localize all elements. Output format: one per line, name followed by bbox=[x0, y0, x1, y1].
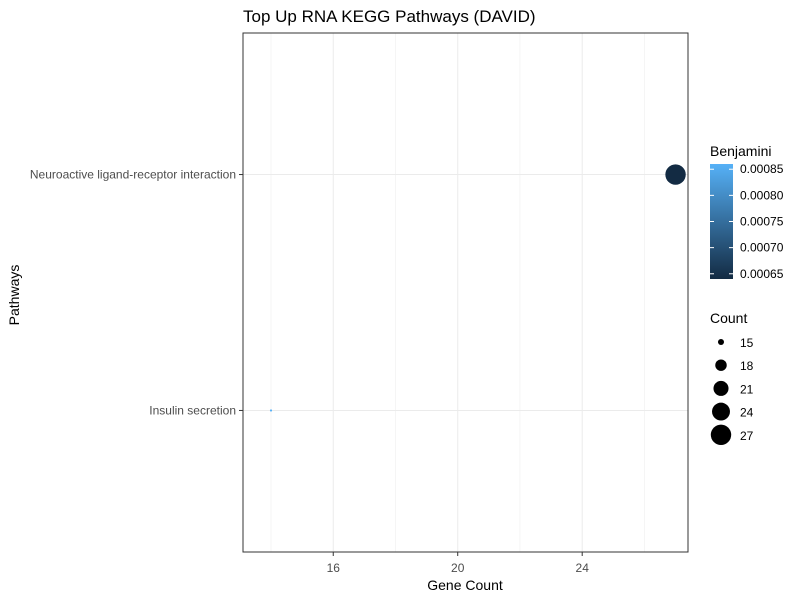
size-legend-key bbox=[715, 359, 727, 371]
grid-lines bbox=[243, 33, 688, 552]
size-legend-label: 24 bbox=[740, 406, 754, 420]
size-legend-title: Count bbox=[710, 310, 747, 326]
color-legend-tick-label: 0.00065 bbox=[740, 267, 784, 281]
size-legend-key bbox=[717, 338, 725, 346]
y-axis-ticks: Insulin secretion Neuroactive ligand-rece… bbox=[30, 168, 243, 417]
x-axis-title: Gene Count bbox=[427, 577, 503, 593]
size-legend-entries: 15 18 21 24 27 bbox=[710, 336, 754, 445]
data-point bbox=[269, 409, 273, 412]
color-legend-tick-label: 0.00070 bbox=[740, 241, 784, 255]
y-axis-title: Pathways bbox=[6, 265, 22, 326]
data-point bbox=[665, 164, 686, 185]
color-legend-title: Benjamini bbox=[710, 143, 771, 159]
x-axis-ticks: 16 20 24 bbox=[327, 552, 590, 575]
size-legend-label: 27 bbox=[740, 429, 754, 443]
x-tick-label: 16 bbox=[327, 561, 341, 575]
data-points bbox=[269, 164, 686, 412]
size-legend-key bbox=[710, 424, 732, 445]
color-legend-bar bbox=[710, 164, 733, 279]
y-tick-label: Neuroactive ligand-receptor interaction bbox=[30, 168, 236, 182]
color-legend-tick-label: 0.00085 bbox=[740, 162, 784, 176]
x-tick-label: 24 bbox=[576, 561, 590, 575]
color-legend-tick-label: 0.00080 bbox=[740, 188, 784, 202]
color-legend-ticks: 0.00085 0.00080 0.00075 0.00070 0.00065 bbox=[710, 162, 784, 281]
size-legend-key bbox=[713, 380, 729, 396]
size-legend-key bbox=[712, 402, 730, 421]
chart-title: Top Up RNA KEGG Pathways (DAVID) bbox=[243, 7, 536, 26]
size-legend-label: 15 bbox=[740, 336, 754, 350]
plot-panel-border bbox=[242, 32, 689, 553]
size-legend-label: 18 bbox=[740, 359, 754, 373]
color-legend-tick-label: 0.00075 bbox=[740, 215, 784, 229]
y-tick-label: Insulin secretion bbox=[149, 403, 236, 417]
x-tick-label: 20 bbox=[451, 561, 465, 575]
size-legend-label: 21 bbox=[740, 382, 754, 396]
